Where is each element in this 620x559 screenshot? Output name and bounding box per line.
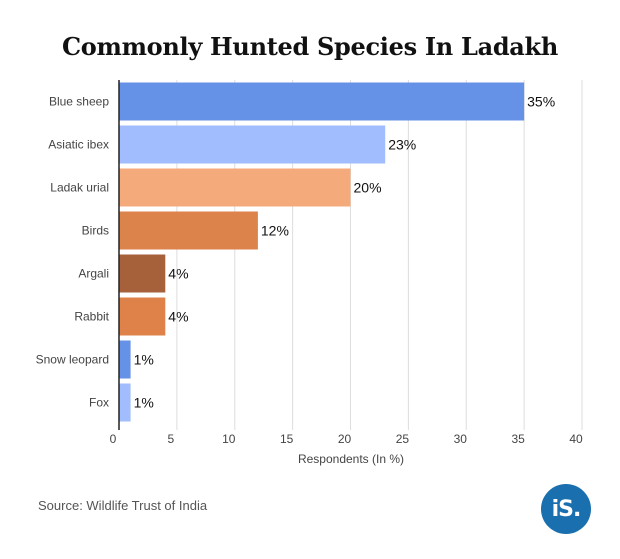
bar [119,125,386,164]
data-label: 4% [168,309,188,325]
category-label: Argali [78,267,109,281]
bar [119,211,258,250]
x-tick-label: 10 [222,432,236,446]
x-tick-label: 25 [396,432,410,446]
category-label: Snow leopard [36,353,109,367]
bar-chart: 0 5 10 15 20 25 30 35 40 Blue sheep 35% Asiatic ibe… [36,80,583,466]
brand-logo: iS. [541,484,591,534]
category-label: Blue sheep [49,95,109,109]
data-label: 35% [527,94,555,110]
bar [119,82,525,121]
data-label: 23% [388,137,416,153]
category-label: Asiatic ibex [48,138,109,152]
category-label: Rabbit [74,310,109,324]
x-tick-label: 0 [110,432,117,446]
bar [119,383,131,422]
bar [119,340,131,379]
source-note: Source: Wildlife Trust of India [38,498,208,513]
category-label: Ladak urial [50,181,109,195]
x-tick-label: 20 [338,432,352,446]
x-axis-title: Respondents (In %) [298,452,404,466]
x-tick-label: 5 [168,432,175,446]
x-tick-label: 15 [280,432,294,446]
category-label: Fox [89,396,109,410]
data-label: 12% [261,223,289,239]
x-tick-label: 35 [511,432,525,446]
data-label: 1% [134,352,154,368]
data-label: 4% [168,266,188,282]
bar [119,297,166,336]
bar [119,168,351,207]
x-tick-label: 30 [454,432,468,446]
chart-title: Commonly Hunted Species In Ladakh [61,32,559,61]
bar [119,254,166,293]
x-tick-label: 40 [569,432,583,446]
data-label: 1% [134,395,154,411]
data-label: 20% [354,180,382,196]
category-label: Birds [82,224,109,238]
